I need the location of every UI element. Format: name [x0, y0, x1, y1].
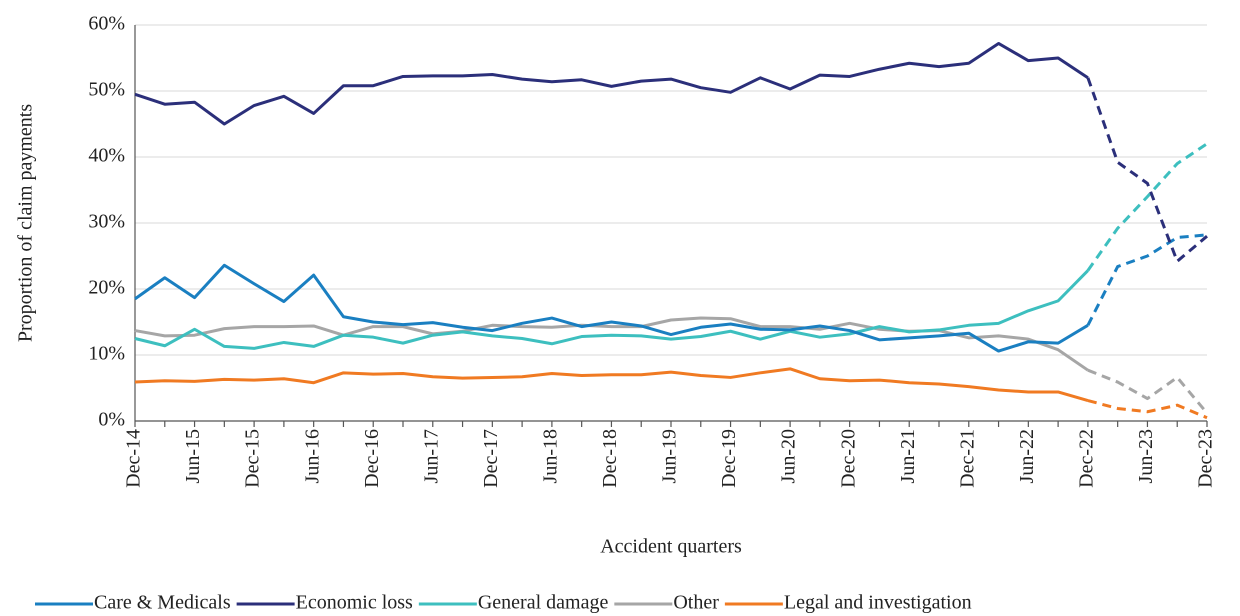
- x-tick-label: Dec-21: [956, 429, 978, 488]
- series-line: [134, 269, 1089, 350]
- legend-label: Economic loss: [296, 592, 413, 614]
- x-tick-label: Jun-23: [1135, 429, 1157, 483]
- legend-label: Care & Medicals: [94, 592, 231, 614]
- x-tick-label: Jun-21: [897, 429, 919, 483]
- series-line-dashed: [1086, 233, 1208, 326]
- y-tick-label: 0%: [98, 409, 125, 431]
- legend-label: Legal and investigation: [784, 592, 972, 614]
- x-tick-label: Jun-16: [301, 429, 323, 483]
- x-tick-label: Jun-22: [1016, 429, 1038, 483]
- series-line-dashed: [1086, 142, 1208, 272]
- x-tick-label: Dec-19: [718, 429, 740, 488]
- series-line-dashed: [1087, 399, 1208, 420]
- series-line-dashed: [1087, 368, 1209, 415]
- legend-label: Other: [673, 592, 719, 614]
- x-tick-label: Dec-15: [242, 429, 264, 488]
- x-tick-label: Dec-23: [1195, 429, 1217, 488]
- x-tick-label: Jun-17: [420, 429, 442, 483]
- y-tick-label: 40%: [88, 145, 125, 167]
- x-tick-label: Dec-18: [599, 429, 621, 488]
- y-tick-label: 10%: [88, 343, 125, 365]
- x-tick-label: Dec-14: [123, 429, 145, 488]
- series-line-dashed: [1086, 77, 1208, 263]
- x-tick-label: Dec-20: [837, 429, 859, 488]
- y-tick-label: 60%: [88, 13, 125, 35]
- x-tick-label: Jun-15: [182, 429, 204, 483]
- x-tick-label: Dec-16: [361, 429, 383, 488]
- series-line: [134, 367, 1089, 402]
- y-tick-label: 30%: [88, 211, 125, 233]
- x-tick-label: Jun-20: [778, 429, 800, 483]
- series-line: [134, 263, 1089, 353]
- x-tick-label: Jun-18: [539, 429, 561, 483]
- series-line: [134, 41, 1089, 126]
- y-tick-label: 50%: [88, 79, 125, 101]
- x-tick-label: Jun-19: [659, 429, 681, 483]
- x-tick-label: Dec-17: [480, 429, 502, 488]
- x-tick-label: Dec-22: [1075, 429, 1097, 488]
- y-tick-label: 20%: [88, 277, 125, 299]
- legend-label: General damage: [478, 592, 609, 614]
- x-axis-label: Accident quarters: [600, 536, 742, 558]
- y-axis-label: Proportion of claim payments: [15, 104, 37, 343]
